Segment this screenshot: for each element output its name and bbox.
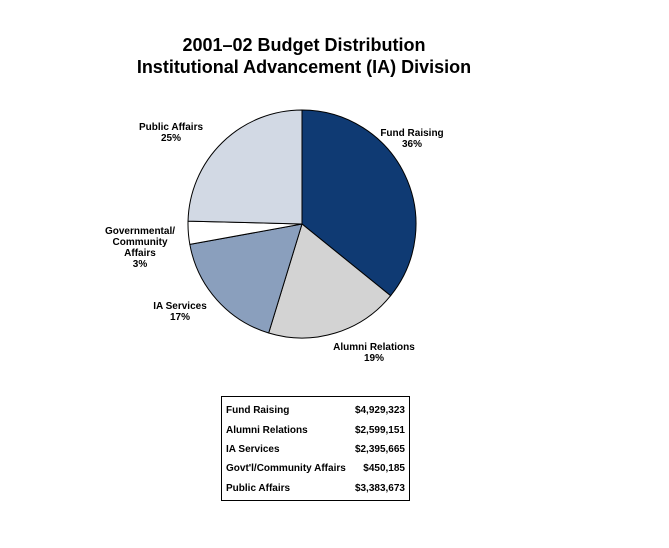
table-row-amount: $3,383,673 <box>354 482 405 494</box>
table-row-name: Fund Raising <box>226 405 290 417</box>
pie-slice-fund-raising <box>301 109 417 297</box>
table-row-name: Public Affairs <box>226 482 291 494</box>
slice-label-fund-raising: Fund Raising 36% <box>380 128 443 150</box>
table-row: Alumni Relations $2,599,151 <box>226 420 405 439</box>
slice-label-governmental-community-affairs: Governmental/Community Affairs 3% <box>105 226 175 270</box>
pie-slice-public-affairs <box>187 109 303 225</box>
table-row-amount: $2,599,151 <box>354 424 405 436</box>
table-row-amount: $2,395,665 <box>354 443 405 455</box>
table-row: IA Services $2,395,665 <box>226 440 405 459</box>
pie-slice-ia-services <box>189 223 303 334</box>
table-row-name: Govt'l/Community Affairs <box>226 463 346 475</box>
table-row: Govt'l/Community Affairs $450,185 <box>226 459 405 478</box>
table-row-amount: $4,929,323 <box>354 405 405 417</box>
slice-label-ia-services: IA Services 17% <box>153 301 207 323</box>
table-row-name: Alumni Relations <box>226 424 308 436</box>
slice-label-alumni-relations: Alumni Relations 19% <box>333 342 415 364</box>
chart-subtitle: Institutional Advancement (IA) Division <box>136 57 472 77</box>
pie-labels: Fund Raising 36% Alumni Relations 19% IA Ser… <box>105 122 444 364</box>
slice-label-public-affairs: Public Affairs 25% <box>139 122 204 144</box>
table-row-amount: $450,185 <box>363 463 405 475</box>
pie-slice-alumni-relations <box>268 223 392 339</box>
table-row: Public Affairs $3,383,673 <box>226 479 405 498</box>
budget-table: Fund Raising $4,929,323 Alumni Relations… <box>221 396 410 501</box>
table-row-name: IA Services <box>226 443 280 455</box>
table-row: Fund Raising $4,929,323 <box>226 401 405 420</box>
chart-title: 2001–02 Budget Distribution <box>182 35 426 55</box>
pie-slices <box>187 109 417 339</box>
